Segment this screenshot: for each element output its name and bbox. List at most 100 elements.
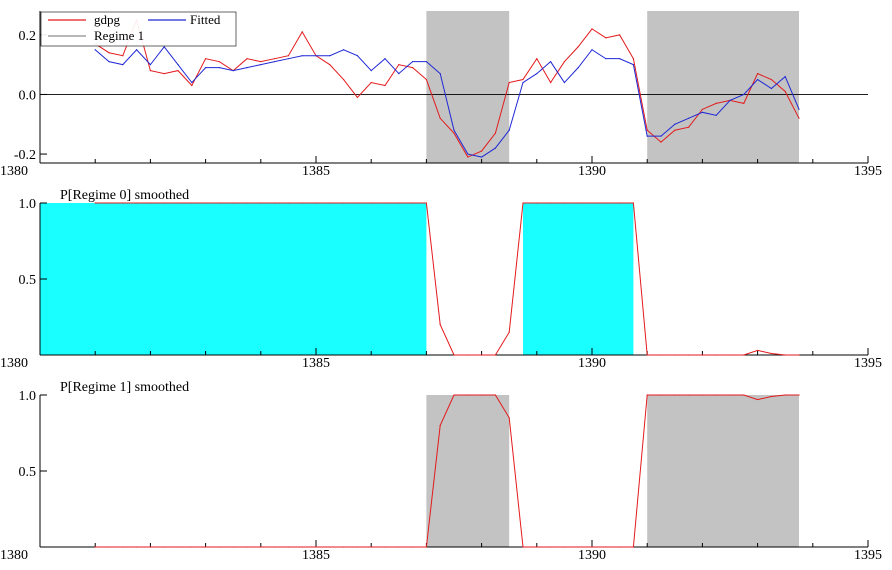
data-point-fitted (550, 61, 552, 63)
data-point-gdpg (481, 150, 483, 152)
data-point-gdpg (798, 117, 800, 119)
data-point-gdpg (619, 202, 621, 204)
data-point-fitted (605, 58, 607, 60)
data-point-gdpg (315, 202, 317, 204)
data-point-gdpg (205, 202, 207, 204)
data-point-gdpg (218, 61, 220, 63)
data-point-gdpg (481, 394, 483, 396)
data-point-gdpg (356, 202, 358, 204)
data-point-gdpg (398, 202, 400, 204)
data-point-gdpg (563, 61, 566, 63)
data-point-gdpg (301, 202, 303, 204)
series-line-gdpg (95, 394, 799, 548)
data-point-gdpg (218, 546, 220, 548)
data-point-fitted (701, 111, 704, 113)
data-point-gdpg (508, 331, 510, 333)
data-point-gdpg (715, 394, 717, 396)
data-point-fitted (743, 93, 745, 96)
data-point-gdpg (329, 64, 331, 66)
data-point-gdpg (439, 117, 441, 119)
data-point-gdpg (646, 394, 648, 396)
data-point-gdpg (536, 546, 538, 548)
data-point-gdpg (343, 202, 345, 204)
data-point-fitted (343, 49, 345, 51)
data-point-fitted (494, 147, 496, 149)
data-point-gdpg (453, 394, 455, 396)
data-point-gdpg (467, 156, 469, 158)
data-point-gdpg (605, 37, 607, 39)
y-tick-label: 0.5 (19, 273, 37, 288)
data-point-gdpg (798, 354, 800, 356)
data-point-fitted (108, 61, 110, 63)
data-point-gdpg (701, 108, 704, 110)
data-point-gdpg (205, 58, 207, 60)
x-tick-label: 1380 (0, 548, 28, 563)
data-point-fitted (246, 67, 248, 69)
x-tick-label: 1380 (0, 164, 28, 179)
data-point-gdpg (715, 102, 717, 104)
data-point-gdpg (453, 354, 455, 356)
data-point-gdpg (784, 354, 786, 356)
data-point-gdpg (232, 202, 234, 204)
data-point-gdpg (757, 398, 759, 401)
data-point-gdpg (246, 58, 248, 60)
data-point-gdpg (453, 132, 455, 134)
data-point-fitted (329, 55, 331, 57)
data-point-gdpg (343, 546, 345, 548)
data-point-gdpg (412, 546, 414, 548)
data-point-fitted (232, 70, 234, 72)
data-point-fitted (619, 58, 621, 60)
data-point-gdpg (467, 394, 469, 396)
x-tick-label: 1385 (302, 164, 330, 179)
data-point-gdpg (563, 202, 566, 204)
data-point-gdpg (384, 84, 386, 87)
data-point-gdpg (481, 354, 483, 356)
data-point-gdpg (163, 546, 165, 548)
data-point-gdpg (260, 546, 262, 548)
data-point-gdpg (108, 202, 110, 204)
data-point-fitted (315, 55, 317, 57)
data-point-gdpg (177, 202, 179, 204)
data-point-gdpg (550, 81, 552, 84)
data-point-gdpg (329, 202, 331, 204)
data-point-gdpg (591, 28, 593, 30)
data-point-gdpg (536, 58, 538, 60)
y-tick-label: 0.0 (19, 88, 37, 103)
data-point-gdpg (522, 202, 524, 204)
data-point-gdpg (577, 202, 579, 204)
data-point-gdpg (191, 546, 193, 548)
data-point-gdpg (177, 70, 179, 72)
x-tick-label: 1390 (578, 356, 606, 371)
x-tick-label: 1380 (0, 356, 28, 371)
regime1-shade-band (426, 395, 510, 547)
x-tick-label: 1385 (302, 356, 330, 371)
data-point-gdpg (425, 202, 427, 204)
data-point-gdpg (674, 129, 676, 131)
data-point-gdpg (688, 126, 690, 128)
data-point-fitted (177, 64, 179, 66)
data-point-gdpg (301, 31, 303, 33)
data-point-gdpg (94, 546, 96, 548)
regime0-fill-band (40, 203, 427, 355)
panel-title: P[Regime 1] smoothed (60, 380, 189, 395)
data-point-gdpg (632, 58, 635, 60)
data-point-gdpg (149, 202, 151, 204)
panel-1: 1380 1385 1390 1395 0.2 0.0 -0.2 gdpg Fitted Regi… (0, 11, 882, 179)
data-point-fitted (205, 67, 207, 69)
data-point-gdpg (632, 202, 635, 204)
data-point-gdpg (660, 394, 662, 396)
data-point-gdpg (149, 546, 151, 548)
series-line-fitted (94, 45, 800, 158)
data-point-fitted (412, 61, 414, 63)
data-point-fitted (729, 99, 731, 102)
regime1-shade-band (647, 395, 799, 547)
legend-box (40, 11, 237, 47)
data-point-gdpg (439, 324, 441, 326)
data-point-fitted (646, 135, 648, 137)
data-point-gdpg (425, 546, 427, 548)
data-point-fitted (660, 135, 662, 137)
data-point-gdpg (646, 129, 648, 131)
data-point-gdpg (384, 202, 386, 204)
data-point-fitted (356, 55, 358, 57)
